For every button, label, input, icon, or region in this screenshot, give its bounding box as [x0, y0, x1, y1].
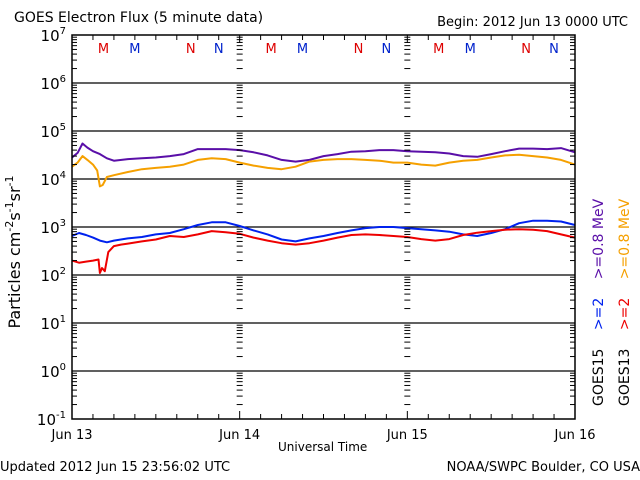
legend-entry: GOES13 — [617, 349, 633, 406]
legend-entry: >=2 — [617, 298, 633, 335]
legend-entry: >=2 — [591, 298, 607, 335]
x-tick-label: Jun 15 — [386, 428, 428, 443]
y-tick-label: 102 — [41, 266, 66, 285]
satellite-marker: N — [214, 42, 224, 57]
y-tick-label: 104 — [41, 170, 66, 189]
begin-date: Begin: 2012 Jun 13 0000 UTC — [437, 15, 628, 30]
y-tick-label: 101 — [41, 314, 66, 333]
y-tick-label: 105 — [41, 122, 66, 141]
y-tick-label: 106 — [41, 74, 66, 93]
chart-title: GOES Electron Flux (5 minute data) — [14, 10, 264, 26]
x-axis-label: Universal Time — [278, 440, 368, 454]
x-tick-labels: Jun 13 Jun 14 Jun 15 Jun 16 — [51, 428, 596, 443]
frame-layer — [71, 34, 576, 420]
legend-entry: >=0.8 MeV — [617, 198, 633, 283]
y-tick-label: 103 — [41, 218, 66, 237]
satellite-marker: N — [549, 42, 559, 57]
satellite-marker: N — [521, 42, 531, 57]
plot-frame — [71, 34, 576, 420]
series-layer — [71, 142, 576, 274]
y-tick-label: 107 — [41, 26, 66, 45]
satellite-marker: N — [354, 42, 364, 57]
satellite-marker: M — [433, 42, 444, 57]
series-line-3 — [71, 228, 576, 274]
credit-text: NOAA/SWPC Boulder, CO USA — [446, 460, 640, 475]
y-tick-label: 100 — [41, 362, 66, 381]
satellite-marker: M — [465, 42, 476, 57]
series-line-0 — [71, 142, 576, 163]
legend-column-2: GOES13 >=2 >=0.8 MeV — [617, 198, 633, 406]
x-tick-label: Jun 16 — [554, 428, 596, 443]
y-tick-labels: 107 106 105 104 103 102 101 100 10-1 — [37, 26, 66, 429]
y-tick-label: 10-1 — [37, 410, 66, 429]
series-line-2 — [71, 219, 576, 244]
updated-timestamp: Updated 2012 Jun 15 23:56:02 UTC — [0, 460, 231, 475]
satellite-marker: M — [129, 42, 140, 57]
x-tick-label: Jun 13 — [51, 428, 93, 443]
legend-entry: >=0.8 MeV — [591, 198, 607, 283]
x-tick-label: Jun 14 — [218, 428, 260, 443]
grid-layer — [72, 82, 575, 372]
legend-entry: GOES15 — [591, 349, 607, 406]
satellite-marker: M — [297, 42, 308, 57]
satellite-marker: N — [186, 42, 196, 57]
y-axis-label: Particles cm-2s-1sr-1 — [3, 175, 24, 328]
satellite-marker: M — [265, 42, 276, 57]
satellite-marker: N — [382, 42, 392, 57]
series-line-1 — [71, 153, 576, 188]
satellite-marker: M — [98, 42, 109, 57]
legend-column-1: GOES15 >=2 >=0.8 MeV — [591, 198, 607, 406]
